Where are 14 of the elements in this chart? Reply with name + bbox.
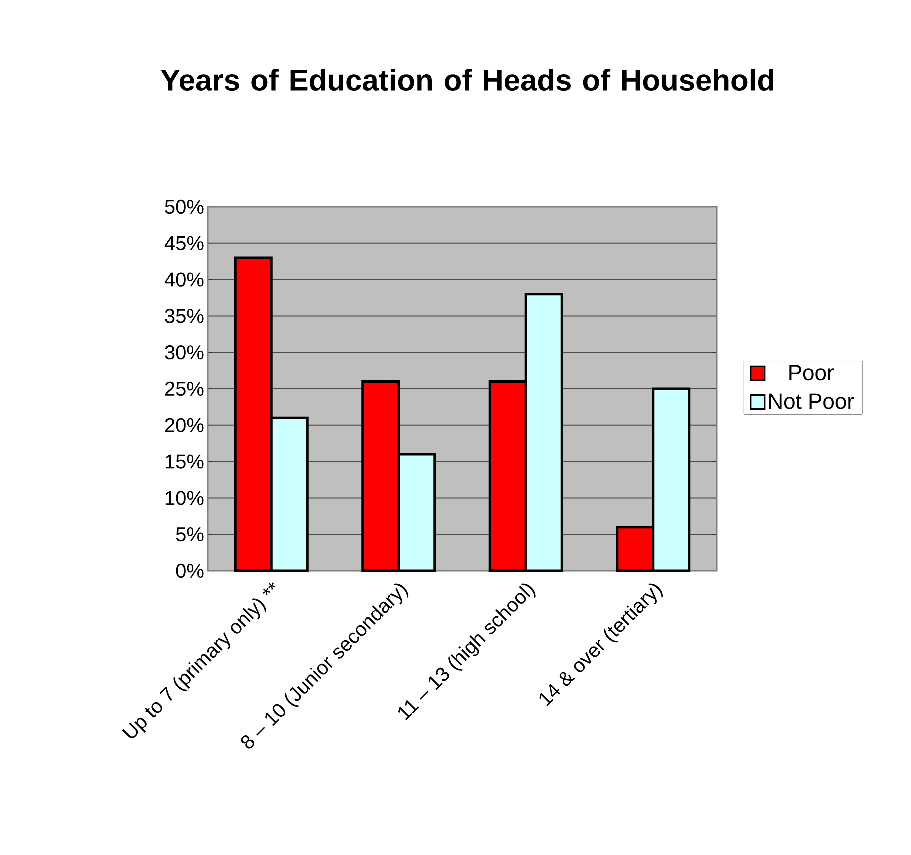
y-tick-label: 40% xyxy=(164,272,204,287)
legend-label: Not Poor xyxy=(769,394,854,410)
y-tick-label: 45% xyxy=(164,236,204,250)
y-tick-label: 25% xyxy=(165,382,204,396)
y-tick-label: 50% xyxy=(165,200,204,214)
y-tick-label: 15% xyxy=(166,454,204,469)
y-tick-label: 5% xyxy=(176,528,204,542)
legend-label: Poor xyxy=(790,365,834,381)
y-tick-label: 10% xyxy=(166,491,204,506)
y-tick-label: 20% xyxy=(165,418,204,432)
y-tick-label: 30% xyxy=(165,346,204,360)
y-tick-label: 0% xyxy=(176,564,204,578)
y-tick-label: 35% xyxy=(165,309,204,324)
chart-title: Years of Education of Heads of Household xyxy=(160,68,774,92)
